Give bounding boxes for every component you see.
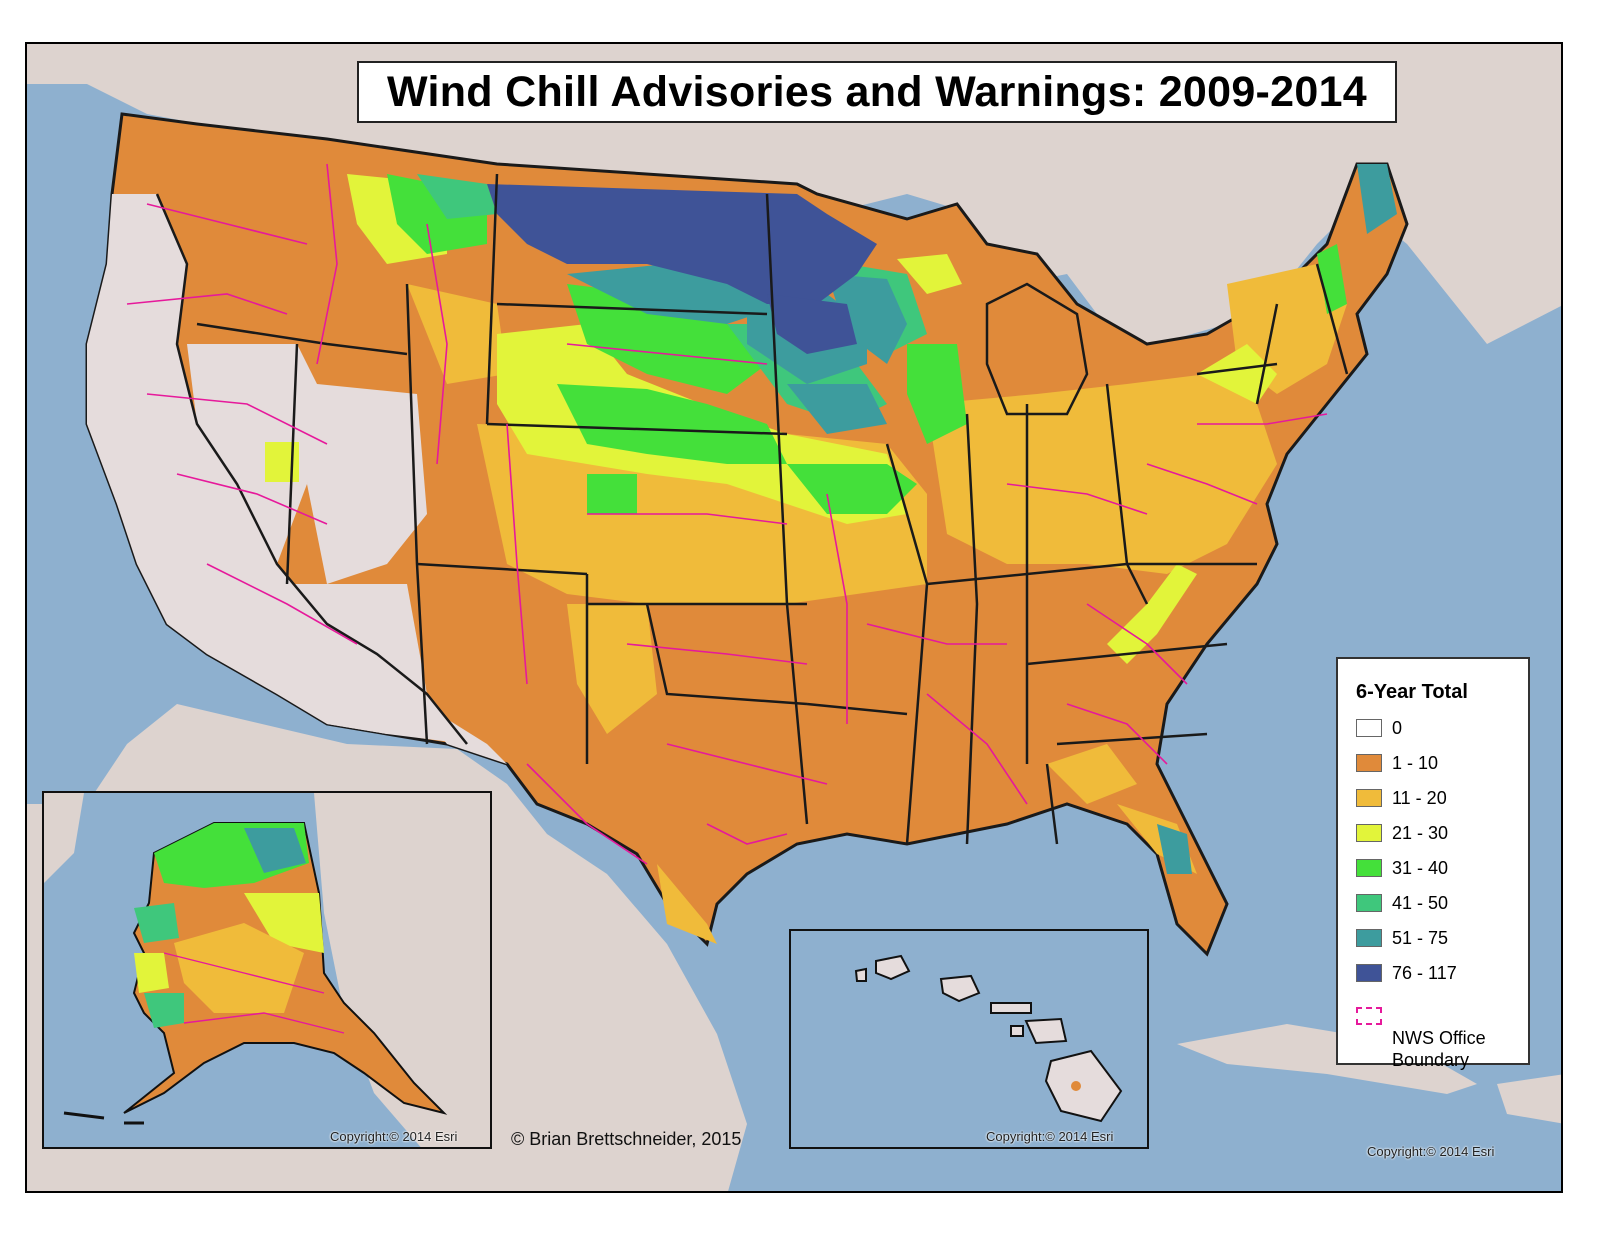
legend: 6-Year Total 0 1 - 10 11 - 20 21 - 30 31… [1336,657,1530,1070]
ak-zone-41-50-sw [144,993,184,1028]
nws-label-line2: Boundary [1392,1050,1470,1070]
ak-zone-21-30-sw [134,953,169,993]
copyright-alaska: Copyright:© 2014 Esri [330,1129,458,1144]
zone-31-40-vt [1317,244,1347,314]
state-borders [155,173,1349,845]
zone-0-utah [307,384,427,584]
copyright-main: Copyright:© 2014 Esri [1367,1144,1495,1159]
alaska-inset: Copyright:© 2014 Esri [42,791,492,1149]
legend-swatch [1356,964,1382,982]
legend-item: 76 - 117 [1356,962,1457,984]
canada-yukon-land [314,793,490,1147]
niihau-island [854,967,867,982]
legend-item: 21 - 30 [1356,822,1448,844]
legend-swatch [1356,789,1382,807]
ak-zone-21-30 [244,893,324,953]
legend-item: 11 - 20 [1356,787,1447,809]
hawaii-inset: Copyright:© 2014 Esri [789,929,1149,1149]
legend-title: 6-Year Total [1356,681,1468,703]
legend-label: 41 - 50 [1392,892,1449,913]
legend-item: 51 - 75 [1356,927,1448,949]
legend-item: 1 - 10 [1356,752,1438,774]
zone-76-117-mn2 [767,294,857,354]
ak-nws-boundaries [163,952,345,1034]
legend-item: 41 - 50 [1356,892,1448,914]
legend-label: 0 [1392,717,1403,738]
ak-zone-51-75 [244,828,306,873]
zone-11-20-rockies [407,284,507,384]
zone-11-20-tx [657,864,717,944]
nws-boundary-label: NWS Office Boundary [1392,1027,1486,1071]
zone-11-20-southtx [567,604,657,734]
zone-21-30-mi [897,254,962,294]
russia-land [44,793,84,883]
legend-label: 21 - 30 [1392,822,1449,843]
legend-label: 76 - 117 [1392,962,1457,983]
ak-zone-41-50-west [134,903,179,943]
zone-21-30-appal [1107,564,1197,664]
ak-zone-11-20 [174,923,304,1013]
zone-31-40-dakota [567,284,767,394]
big-island-summit [1071,1081,1081,1091]
zone-31-40-ne [557,384,787,464]
cuba-land [1177,1024,1477,1094]
zone-0-southwest-nm [407,694,507,764]
zone-51-75-ia [787,384,887,434]
zone-11-20-east [927,374,1277,574]
lanai-island [1010,1025,1024,1037]
legend-swatch [1356,719,1382,737]
map-frame: Wind Chill Advisories and Warnings: 2009… [25,42,1563,1193]
zone-41-50-mt [417,174,497,219]
legend-swatch [1356,894,1382,912]
zone-31-40-wy [587,474,637,514]
legend-label: 1 - 10 [1392,752,1439,773]
legend-swatch [1356,929,1382,947]
michigan-outline [985,282,1089,416]
legend-item-nws [1356,1005,1392,1027]
maui-island [1024,1017,1068,1045]
zone-0-west [87,194,467,744]
zone-31-40-ia [787,464,917,514]
alaska-map [44,793,490,1147]
legend-item: 0 [1356,717,1402,739]
hawaii-map [791,931,1147,1147]
map-title: Wind Chill Advisories and Warnings: 2009… [386,67,1368,116]
zone-51-75-wi [827,274,907,364]
legend-swatch [1356,754,1382,772]
legend-label: 11 - 20 [1392,787,1447,808]
legend-label: 51 - 75 [1392,927,1449,948]
ak-aleutians [63,1111,144,1125]
zone-31-40-wi [907,344,967,444]
zone-51-75-me [1357,164,1397,234]
legend-swatch [1356,859,1382,877]
canada-land [27,44,1561,384]
nws-boundaries [126,163,1328,865]
molokai-island [990,1002,1032,1014]
zone-76-117-nd-mn [487,184,877,304]
big-island [1044,1049,1123,1123]
zone-21-30-ny [1197,344,1277,404]
nws-boundary-swatch [1356,1007,1382,1025]
nws-label-line1: NWS Office [1392,1028,1486,1048]
kauai-island [875,954,911,981]
hispaniola-land [1497,1074,1561,1124]
author-credit: © Brian Brettschneider, 2015 [511,1129,742,1149]
zone-0-az [287,584,427,734]
copyright-hawaii: Copyright:© 2014 Esri [986,1129,1114,1144]
legend-swatch [1356,824,1382,842]
zone-51-75-fl [1157,824,1192,874]
legend-label: 31 - 40 [1392,857,1449,878]
zone-11-20-georgia [1047,744,1137,804]
title-box: Wind Chill Advisories and Warnings: 2009… [357,61,1397,123]
oahu-island [939,974,981,1003]
legend-item: 31 - 40 [1356,857,1448,879]
